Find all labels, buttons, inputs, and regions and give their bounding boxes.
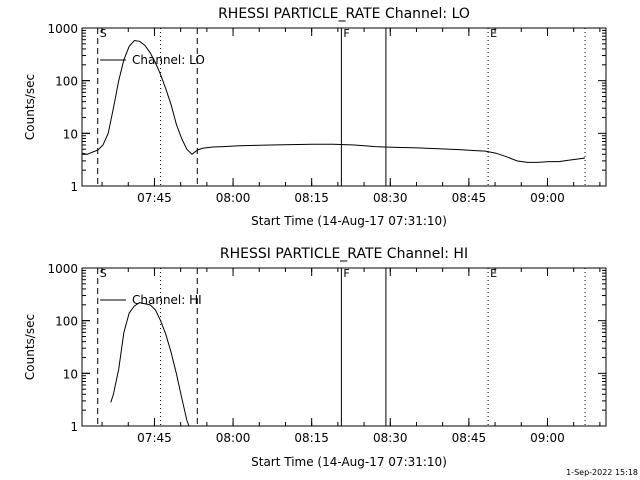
event-marker-label: S bbox=[100, 267, 107, 280]
y-tick-label: 1000 bbox=[47, 262, 78, 276]
event-marker-label: E bbox=[490, 27, 497, 40]
x-tick-label: 08:15 bbox=[294, 431, 329, 445]
chart-panel-lo: RHESSI PARTICLE_RATE Channel: LO 1 10 100 10… bbox=[23, 6, 607, 228]
x-tick-label: 08:45 bbox=[452, 431, 487, 445]
event-marker-label: F bbox=[343, 267, 349, 280]
y-tick-label: 1 bbox=[70, 180, 78, 194]
y-tick-label: 100 bbox=[55, 75, 78, 89]
data-series-line bbox=[82, 39, 586, 163]
x-axis-label: Start Time (14-Aug-17 07:31:10) bbox=[251, 455, 447, 469]
y-axis-label: Counts/sec bbox=[23, 314, 37, 380]
x-axis-label: Start Time (14-Aug-17 07:31:10) bbox=[251, 214, 447, 228]
chart-title: RHESSI PARTICLE_RATE Channel: LO bbox=[218, 6, 470, 22]
x-tick-label: 09:00 bbox=[530, 431, 565, 445]
x-tick-label: 08:30 bbox=[373, 191, 408, 205]
x-tick-label: 07:45 bbox=[137, 191, 172, 205]
x-tick-label: 08:15 bbox=[294, 191, 329, 205]
chart-panel-hi: RHESSI PARTICLE_RATE Channel: HI 1 10 100 10… bbox=[23, 246, 607, 469]
event-marker-label: E bbox=[490, 267, 497, 280]
y-tick-label: 10 bbox=[63, 367, 78, 381]
event-marker-label: S bbox=[100, 27, 107, 40]
y-tick-label: 1 bbox=[70, 420, 78, 434]
y-tick-label: 1000 bbox=[47, 22, 78, 36]
y-tick-label: 100 bbox=[55, 315, 78, 329]
x-tick-label: 09:00 bbox=[530, 191, 565, 205]
y-axis-label: Counts/sec bbox=[23, 74, 37, 140]
x-tick-label: 08:45 bbox=[452, 191, 487, 205]
plot-frame bbox=[81, 267, 607, 427]
x-tick-label: 08:00 bbox=[216, 431, 251, 445]
data-series-line bbox=[110, 302, 190, 426]
chart-title: RHESSI PARTICLE_RATE Channel: HI bbox=[220, 246, 468, 262]
y-tick-label: 10 bbox=[63, 127, 78, 141]
x-tick-label: 08:00 bbox=[216, 191, 251, 205]
legend-label: Channel: LO bbox=[132, 53, 205, 67]
event-marker-label: F bbox=[343, 27, 349, 40]
footer-timestamp: 1-Sep-2022 15:18 bbox=[566, 468, 638, 477]
x-tick-label: 07:45 bbox=[137, 431, 172, 445]
plot-frame bbox=[81, 27, 607, 187]
x-tick-label: 08:30 bbox=[373, 431, 408, 445]
legend-label: Channel: HI bbox=[132, 293, 202, 307]
